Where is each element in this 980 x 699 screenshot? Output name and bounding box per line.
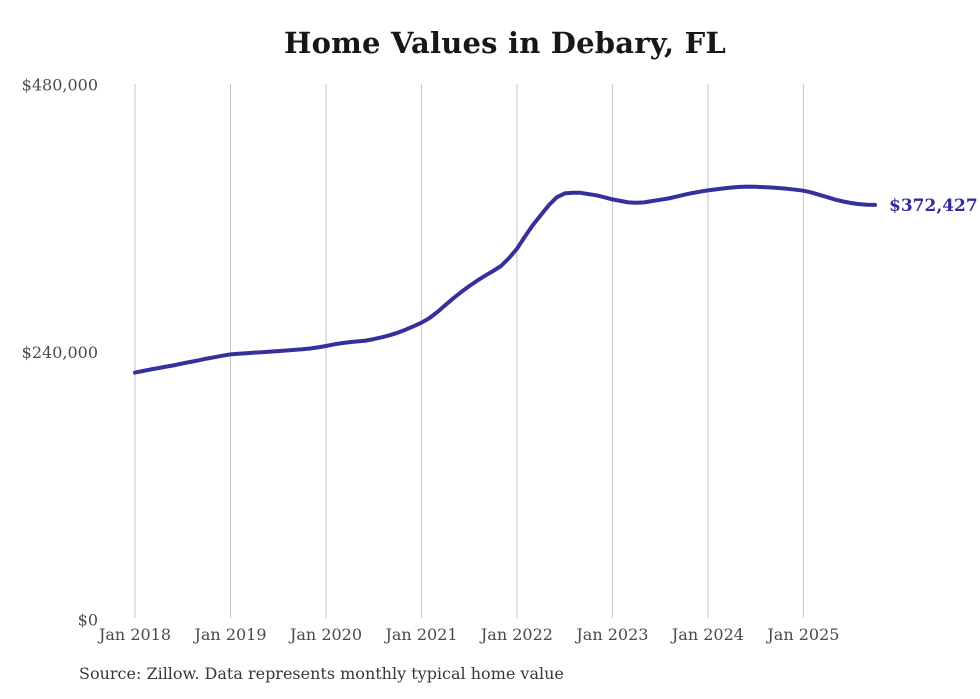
x-axis-label: Jan 2022 <box>479 625 553 644</box>
y-axis-label: $240,000 <box>22 343 98 362</box>
x-axis-label: Jan 2019 <box>192 625 266 644</box>
y-axis-label: $0 <box>78 611 98 630</box>
x-axis-label: Jan 2021 <box>383 625 457 644</box>
home-value-line <box>133 184 877 375</box>
x-axis-label: Jan 2020 <box>288 625 362 644</box>
x-axis-label: Jan 2025 <box>765 625 839 644</box>
latest-value-label: $372,427 <box>889 196 978 216</box>
x-axis-label: Jan 2023 <box>574 625 648 644</box>
y-axis-label: $480,000 <box>22 76 98 95</box>
x-axis-label: Jan 2024 <box>670 625 744 644</box>
source-note: Source: Zillow. Data represents monthly … <box>79 664 564 683</box>
x-axis-label: Jan 2018 <box>97 625 171 644</box>
page-title: Home Values in Debary, FL <box>284 26 726 60</box>
